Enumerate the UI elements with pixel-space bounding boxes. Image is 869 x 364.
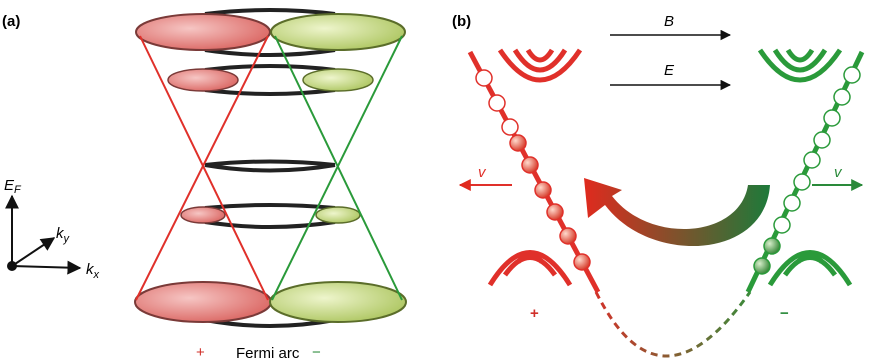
fermi-surface	[168, 69, 238, 91]
fermi-surface	[271, 14, 405, 50]
axis-label: EF	[4, 177, 22, 196]
panel-a: (a) EF ky kx + Fermi arc −	[2, 10, 406, 362]
axis-label: kx	[86, 261, 100, 281]
chirality-plus: +	[530, 305, 539, 322]
axis-label: ky	[56, 225, 71, 245]
field-label: B	[664, 13, 674, 30]
pumping-arrow	[584, 178, 770, 246]
fermi-surface	[181, 207, 225, 223]
velocity-label: v	[834, 164, 843, 181]
chirality-minus: −	[780, 305, 789, 322]
k-axes	[8, 196, 80, 270]
panel-label: (b)	[452, 13, 471, 30]
red-states	[476, 70, 590, 270]
velocity-label: v	[478, 164, 487, 181]
axis-label-sub: F	[14, 184, 22, 196]
fermi-surface	[136, 14, 270, 50]
chirality-minus: −	[312, 344, 321, 361]
field-label: E	[664, 62, 675, 79]
fermi-surface	[270, 282, 406, 322]
figure: (a) EF ky kx + Fermi arc − (b) B E	[0, 0, 869, 364]
fermi-arc-label: Fermi arc	[236, 345, 300, 362]
fermi-arcs	[205, 10, 335, 326]
fermi-surface	[303, 69, 373, 91]
connecting-band	[596, 292, 750, 356]
fermi-surface	[135, 282, 271, 322]
panel-label: (a)	[2, 13, 20, 30]
fermi-surface	[316, 207, 360, 223]
panel-b: (b) B E v v + −	[452, 13, 862, 356]
chirality-plus: +	[196, 344, 205, 361]
axis-label-sub: y	[63, 233, 71, 245]
axis-label-sub: x	[93, 269, 100, 281]
